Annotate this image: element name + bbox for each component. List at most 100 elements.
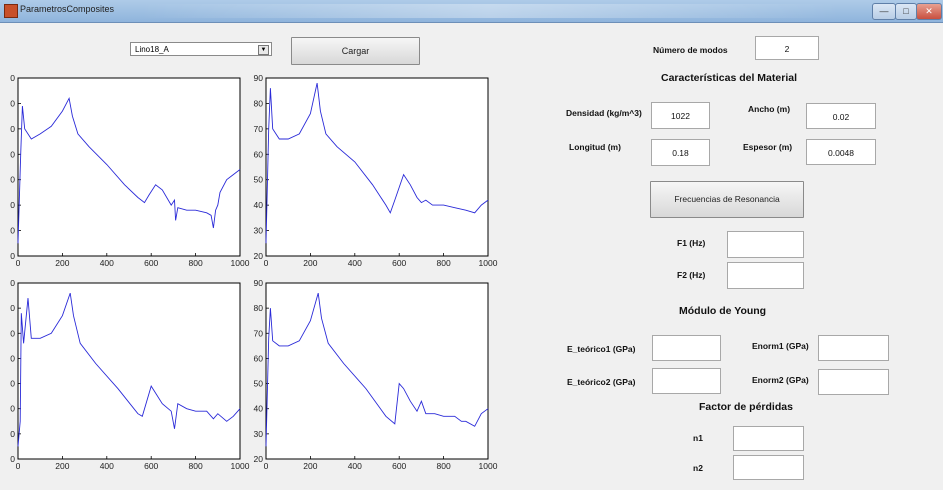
x-tick-label: 200 — [303, 461, 317, 471]
x-tick-label: 400 — [348, 461, 362, 471]
y-tick-label: 0 — [10, 98, 15, 108]
x-tick-label: 600 — [144, 461, 158, 471]
x-tick-label: 200 — [55, 461, 69, 471]
load-button[interactable]: Cargar — [291, 37, 420, 65]
y-tick-label: 40 — [254, 404, 264, 414]
x-tick-label: 0 — [264, 461, 269, 471]
app-icon — [4, 4, 18, 18]
x-tick-label: 800 — [189, 461, 203, 471]
young-header: Módulo de Young — [679, 305, 767, 317]
n2-field[interactable] — [733, 455, 804, 480]
width-label: Ancho (m) — [748, 104, 791, 114]
x-tick-label: 1000 — [479, 258, 498, 268]
x-tick-label: 800 — [189, 258, 203, 268]
f1-label: F1 (Hz) — [677, 238, 706, 248]
length-label: Longitud (m) — [569, 142, 621, 152]
plot-top-right-canvas: 0 200 400 600 800 1000 20 30 40 50 60 70 80 90 — [254, 73, 498, 268]
y-tick-label: 0 — [10, 353, 15, 363]
y-tick-label: 80 — [254, 98, 264, 108]
maximize-button[interactable]: □ — [895, 3, 917, 20]
losses-header: Factor de pérdidas — [699, 401, 793, 413]
y-tick-label: 50 — [254, 379, 264, 389]
x-tick-label: 1000 — [479, 461, 498, 471]
y-tick-label: 0 — [10, 73, 15, 83]
plot-top-left[interactable]: 0 200 400 600 800 1000 0 0 0 0 0 0 0 0 — [10, 73, 249, 268]
plot-top-right[interactable]: 0 200 400 600 800 1000 20 30 40 50 60 70 80 90 — [254, 73, 498, 268]
f1-field[interactable] — [727, 231, 804, 258]
x-tick-label: 0 — [16, 258, 21, 268]
file-select[interactable]: Lino18_A ▼ — [130, 42, 272, 56]
enorm2-label: Enorm2 (GPa) — [752, 375, 809, 385]
y-tick-label: 70 — [254, 124, 264, 134]
y-tick-label: 0 — [10, 454, 15, 464]
y-tick-label: 0 — [10, 429, 15, 439]
series-line — [17, 96, 241, 244]
width-field[interactable]: 0.02 — [806, 103, 876, 129]
y-tick-label: 0 — [10, 149, 15, 159]
x-tick-label: 600 — [392, 461, 406, 471]
enorm1-field[interactable] — [818, 335, 889, 361]
y-tick-label: 0 — [10, 251, 15, 261]
density-label: Densidad (kg/m^3) — [566, 108, 642, 118]
y-tick-label: 0 — [10, 278, 15, 288]
plot-area — [265, 77, 489, 257]
series-line — [17, 292, 241, 447]
plot-area — [265, 282, 489, 460]
plot-area — [17, 77, 241, 257]
y-tick-label: 90 — [254, 73, 264, 83]
e-teorico1-field[interactable] — [652, 335, 721, 361]
y-tick-label: 0 — [10, 226, 15, 236]
length-field[interactable]: 0.18 — [651, 139, 710, 166]
e-teorico1-label: E_teórico1 (GPa) — [567, 344, 636, 354]
y-tick-label: 80 — [254, 303, 264, 313]
density-field[interactable]: 1022 — [651, 102, 710, 129]
y-tick-label: 90 — [254, 278, 264, 288]
window-title: ParametrosComposites — [20, 4, 115, 14]
f2-field[interactable] — [727, 262, 804, 289]
x-tick-label: 600 — [144, 258, 158, 268]
series-line — [265, 83, 489, 244]
plot-bottom-right[interactable]: 0 200 400 600 800 1000 20 30 40 50 60 70 80 90 — [254, 278, 498, 471]
y-tick-label: 0 — [10, 303, 15, 313]
y-tick-label: 0 — [10, 379, 15, 389]
resonance-button[interactable]: Frecuencias de Resonancia — [650, 181, 804, 218]
x-tick-label: 1000 — [231, 461, 250, 471]
y-tick-label: 0 — [10, 328, 15, 338]
e-teorico2-field[interactable] — [652, 368, 721, 394]
y-tick-label: 30 — [254, 429, 264, 439]
y-tick-label: 0 — [10, 404, 15, 414]
modes-label: Número de modos — [653, 45, 728, 55]
chevron-down-icon[interactable]: ▼ — [258, 45, 269, 55]
series-line — [265, 292, 489, 447]
n2-label: n2 — [693, 463, 703, 473]
plot-bottom-right-canvas: 0 200 400 600 800 1000 20 30 40 50 60 70 80 90 — [254, 278, 498, 471]
y-tick-label: 30 — [254, 226, 264, 236]
x-tick-label: 600 — [392, 258, 406, 268]
close-button[interactable]: ✕ — [916, 3, 942, 20]
y-tick-label: 40 — [254, 200, 264, 210]
thickness-field[interactable]: 0.0048 — [806, 139, 876, 165]
f2-label: F2 (Hz) — [677, 270, 706, 280]
y-tick-label: 0 — [10, 200, 15, 210]
e-teorico2-label: E_teórico2 (GPa) — [567, 377, 636, 387]
y-tick-label: 60 — [254, 149, 264, 159]
x-tick-label: 1000 — [231, 258, 250, 268]
y-tick-label: 70 — [254, 328, 264, 338]
y-tick-label: 20 — [254, 454, 264, 464]
plot-bottom-left[interactable]: 0 200 400 600 800 1000 0 0 0 0 0 0 0 0 — [10, 278, 249, 471]
n1-label: n1 — [693, 433, 703, 443]
enorm2-field[interactable] — [818, 369, 889, 395]
n1-field[interactable] — [733, 426, 804, 451]
x-tick-label: 200 — [55, 258, 69, 268]
x-tick-label: 0 — [16, 461, 21, 471]
x-tick-label: 400 — [100, 461, 114, 471]
thickness-label: Espesor (m) — [743, 142, 793, 152]
minimize-button[interactable]: — — [872, 3, 896, 20]
window-titlebar: ParametrosComposites — □ ✕ — [0, 0, 943, 23]
x-tick-label: 400 — [100, 258, 114, 268]
x-tick-label: 0 — [264, 258, 269, 268]
y-tick-label: 20 — [254, 251, 264, 261]
modes-field[interactable]: 2 — [755, 36, 819, 60]
